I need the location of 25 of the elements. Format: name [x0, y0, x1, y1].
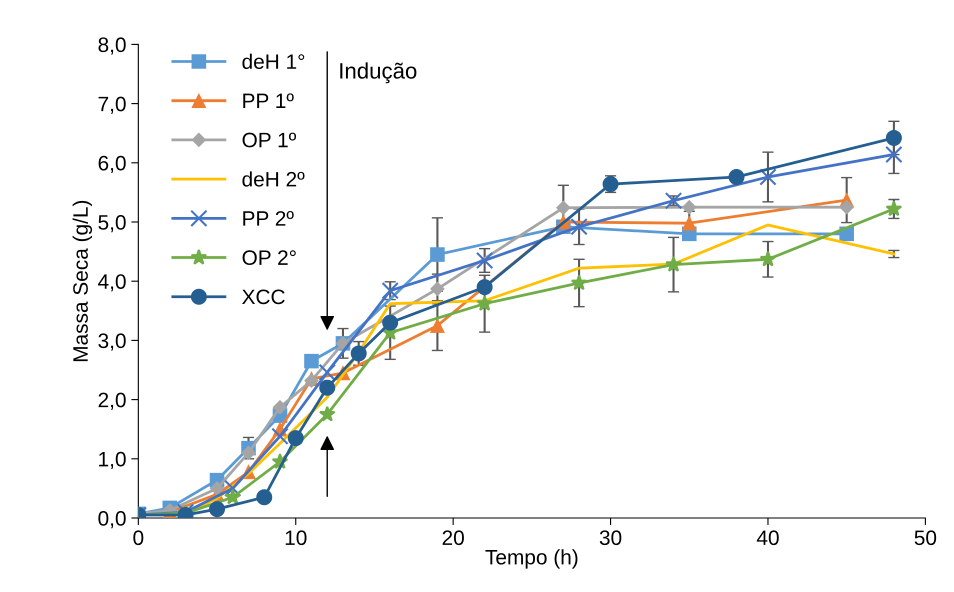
y-tick-label: 5,0 [98, 215, 126, 232]
y-tick-label: 0,0 [98, 511, 126, 528]
legend-label: OP 2° [242, 250, 296, 266]
y-tick-label: 8,0 [98, 37, 126, 55]
y-tick-label: 7,0 [98, 96, 126, 114]
legend-label: deH 1° [242, 54, 304, 69]
legend-label: PP 1º [243, 93, 294, 108]
y-tick-label: 4,0 [98, 274, 126, 292]
x-tick-label: 30 [600, 530, 622, 546]
y-tick-label: 3,0 [98, 333, 126, 351]
y-axis-title: Massa Seca (g/L) [72, 200, 92, 362]
legend-label: XCC [242, 290, 285, 304]
x-tick-label: 40 [756, 530, 779, 546]
x-axis-title: Tempo (h) [485, 549, 578, 569]
legend-label: deH 2º [242, 171, 305, 187]
legend-label: OP 1º [242, 132, 296, 148]
y-tick-label: 1,0 [99, 452, 126, 470]
annotation: Indução [340, 62, 416, 84]
x-tick-label: 10 [286, 530, 307, 546]
legend-label: PP 2º [243, 211, 294, 226]
y-tick-label: 2,0 [98, 392, 126, 410]
y-tick-label: 6,0 [98, 156, 126, 174]
x-tick-label: 20 [442, 530, 464, 546]
x-tick-label: 50 [914, 530, 936, 546]
x-tick-label: 0 [133, 530, 144, 546]
